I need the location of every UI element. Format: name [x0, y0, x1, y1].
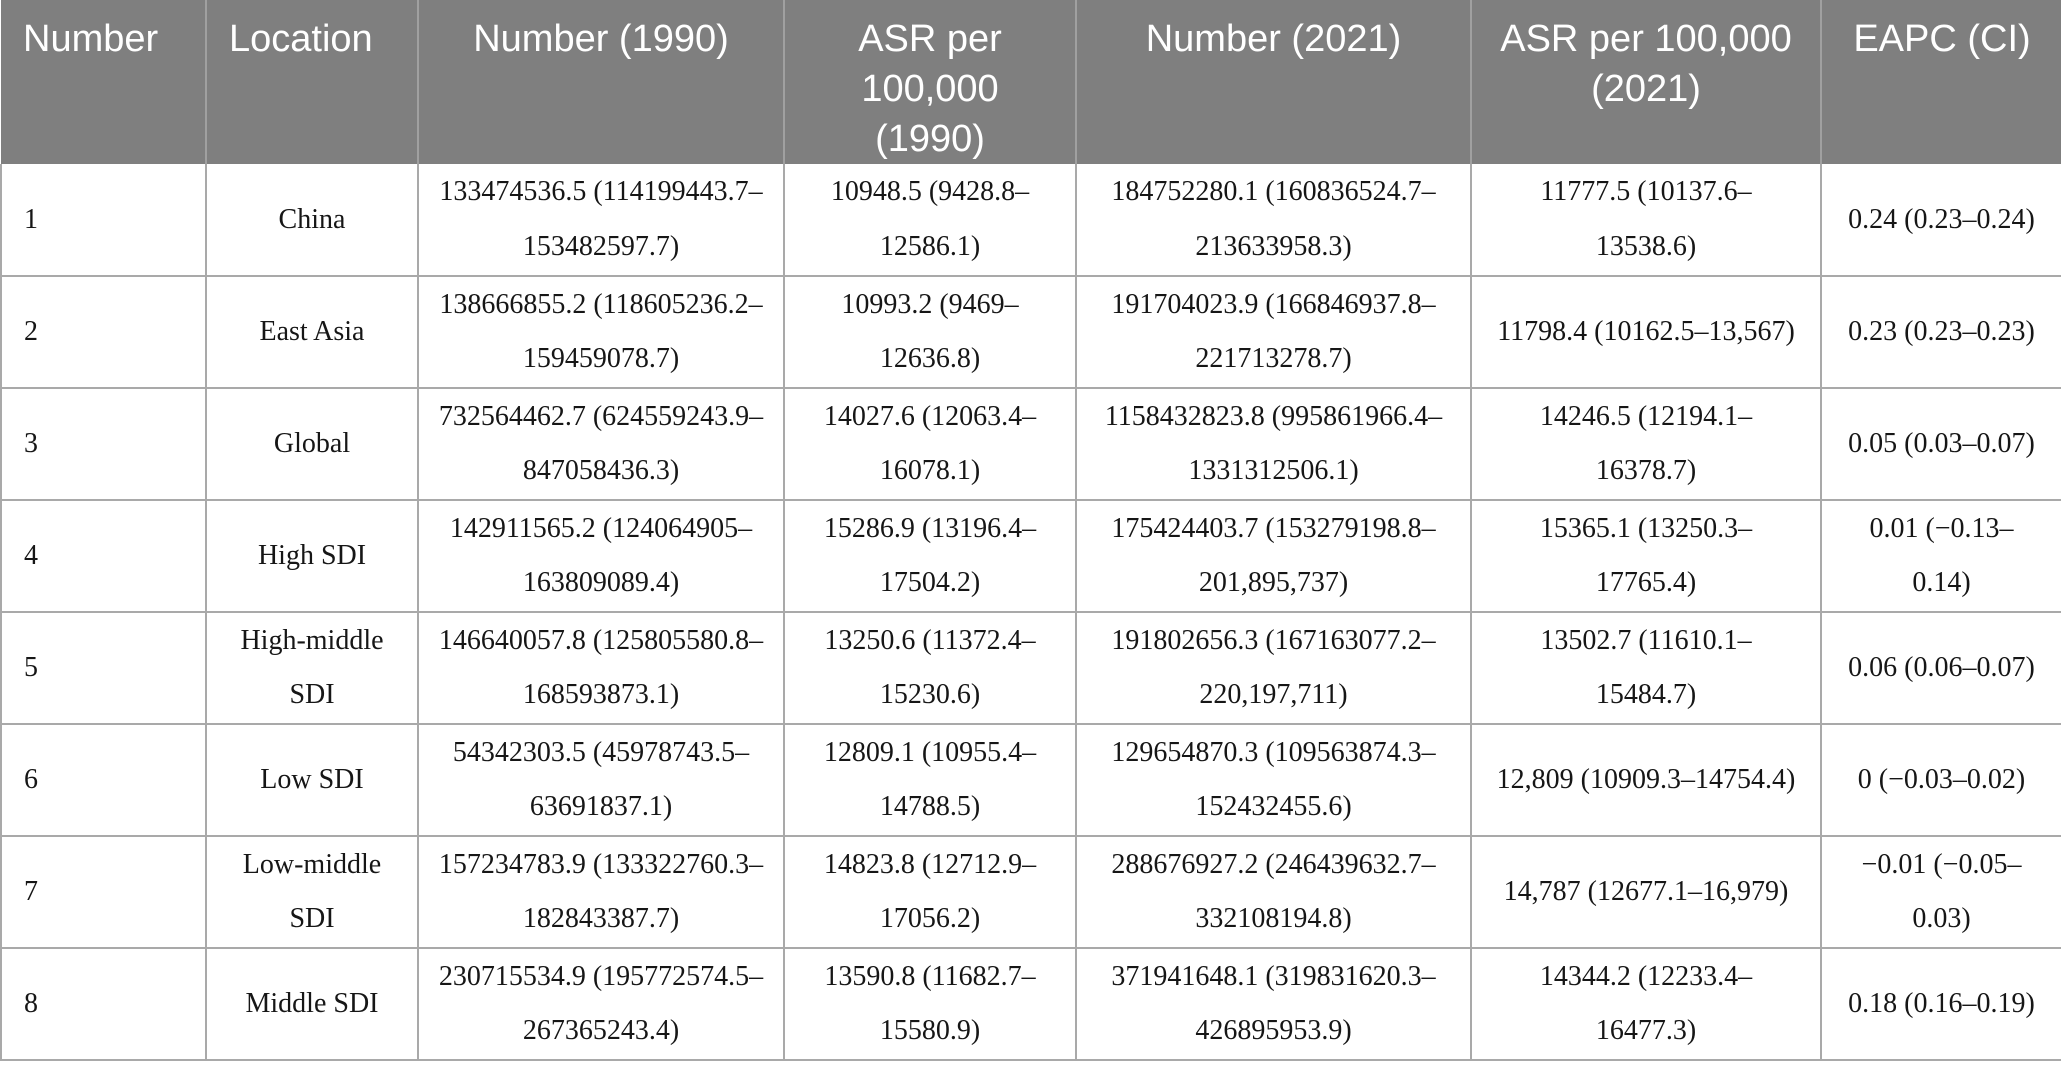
cell-eapc: 0.01 (−0.13–0.14) — [1820, 500, 2061, 614]
cell-asr-2021: 14246.5 (12194.1–16378.7) — [1470, 388, 1822, 502]
cell-eapc: −0.01 (−0.05–0.03) — [1820, 836, 2061, 950]
col-header-eapc: EAPC (CI) — [1820, 0, 2061, 165]
cell-eapc: 0.23 (0.23–0.23) — [1820, 276, 2061, 390]
cell-number-1990: 54342303.5 (45978743.5–63691837.1) — [417, 724, 785, 838]
col-header-number-2021: Number (2021) — [1075, 0, 1471, 165]
table-body: 1 China 133474536.5 (114199443.7–1534825… — [0, 164, 2061, 1062]
cell-number-2021: 191802656.3 (167163077.2–220,197,711) — [1075, 612, 1472, 726]
cell-asr-2021: 11777.5 (10137.6–13538.6) — [1470, 164, 1822, 278]
cell-number-2021: 175424403.7 (153279198.8–201,895,737) — [1075, 500, 1472, 614]
cell-asr-2021: 14,787 (12677.1–16,979) — [1470, 836, 1822, 950]
cell-asr-1990: 13590.8 (11682.7–15580.9) — [783, 948, 1077, 1062]
cell-asr-1990: 10948.5 (9428.8–12586.1) — [783, 164, 1077, 278]
cell-location: Middle SDI — [205, 948, 419, 1062]
table-row-high-sdi: 4 High SDI 142911565.2 (124064905–163809… — [0, 500, 2061, 614]
cell-number-1990: 138666855.2 (118605236.2–159459078.7) — [417, 276, 785, 390]
cell-asr-1990: 15286.9 (13196.4–17504.2) — [783, 500, 1077, 614]
cell-number-2021: 184752280.1 (160836524.7–213633958.3) — [1075, 164, 1472, 278]
cell-location: Low-middle SDI — [205, 836, 419, 950]
col-header-asr-2021: ASR per 100,000 (2021) — [1470, 0, 1821, 165]
cell-number-1990: 230715534.9 (195772574.5–267365243.4) — [417, 948, 785, 1062]
cell-asr-2021: 15365.1 (13250.3–17765.4) — [1470, 500, 1822, 614]
cell-eapc: 0.18 (0.16–0.19) — [1820, 948, 2061, 1062]
table-row-low-sdi: 6 Low SDI 54342303.5 (45978743.5–6369183… — [0, 724, 2061, 838]
cell-asr-2021: 12,809 (10909.3–14754.4) — [1470, 724, 1822, 838]
cell-asr-1990: 10993.2 (9469–12636.8) — [783, 276, 1077, 390]
col-header-number: Number — [1, 0, 206, 165]
cell-number: 7 — [0, 836, 207, 950]
cell-number: 8 — [0, 948, 207, 1062]
cell-asr-1990: 12809.1 (10955.4–14788.5) — [783, 724, 1077, 838]
cell-number: 1 — [0, 164, 207, 278]
cell-location: China — [205, 164, 419, 278]
cell-number-1990: 133474536.5 (114199443.7–153482597.7) — [417, 164, 785, 278]
col-header-location: Location — [205, 0, 418, 165]
cell-asr-2021: 11798.4 (10162.5–13,567) — [1470, 276, 1822, 390]
cell-eapc: 0.05 (0.03–0.07) — [1820, 388, 2061, 502]
cell-asr-2021: 13502.7 (11610.1–15484.7) — [1470, 612, 1822, 726]
table-row-east-asia: 2 East Asia 138666855.2 (118605236.2–159… — [0, 276, 2061, 390]
cell-number-2021: 129654870.3 (109563874.3–152432455.6) — [1075, 724, 1472, 838]
table-row-high-middle-sdi: 5 High-middle SDI 146640057.8 (125805580… — [0, 612, 2061, 726]
cell-number-1990: 732564462.7 (624559243.9–847058436.3) — [417, 388, 785, 502]
cell-number-2021: 371941648.1 (319831620.3–426895953.9) — [1075, 948, 1472, 1062]
cell-number-1990: 157234783.9 (133322760.3–182843387.7) — [417, 836, 785, 950]
cell-number: 4 — [0, 500, 207, 614]
table-row-global: 3 Global 732564462.7 (624559243.9–847058… — [0, 388, 2061, 502]
cell-location: High-middle SDI — [205, 612, 419, 726]
table-row-china: 1 China 133474536.5 (114199443.7–1534825… — [0, 164, 2061, 278]
cell-asr-1990: 14027.6 (12063.4–16078.1) — [783, 388, 1077, 502]
cell-eapc: 0.06 (0.06–0.07) — [1820, 612, 2061, 726]
cell-number: 5 — [0, 612, 207, 726]
cell-number: 2 — [0, 276, 207, 390]
table-header: Number Location Number (1990) ASR per 10… — [1, 0, 2061, 165]
cell-number-1990: 146640057.8 (125805580.8–168593873.1) — [417, 612, 785, 726]
cell-number: 6 — [0, 724, 207, 838]
cell-asr-2021: 14344.2 (12233.4–16477.3) — [1470, 948, 1822, 1062]
cell-location: Global — [205, 388, 419, 502]
cell-number-1990: 142911565.2 (124064905–163809089.4) — [417, 500, 785, 614]
cell-location: High SDI — [205, 500, 419, 614]
cell-location: Low SDI — [205, 724, 419, 838]
cell-eapc: 0.24 (0.23–0.24) — [1820, 164, 2061, 278]
table-row-middle-sdi: 8 Middle SDI 230715534.9 (195772574.5–26… — [0, 948, 2061, 1062]
header-row: Number Location Number (1990) ASR per 10… — [1, 0, 2061, 165]
table-row-low-middle-sdi: 7 Low-middle SDI 157234783.9 (133322760.… — [0, 836, 2061, 950]
cell-location: East Asia — [205, 276, 419, 390]
cell-number-2021: 1158432823.8 (995861966.4–1331312506.1) — [1075, 388, 1472, 502]
cell-asr-1990: 13250.6 (11372.4–15230.6) — [783, 612, 1077, 726]
cell-number: 3 — [0, 388, 207, 502]
cell-number-2021: 288676927.2 (246439632.7–332108194.8) — [1075, 836, 1472, 950]
cell-eapc: 0 (−0.03–0.02) — [1820, 724, 2061, 838]
cell-number-2021: 191704023.9 (166846937.8–221713278.7) — [1075, 276, 1472, 390]
col-header-asr-1990: ASR per 100,000 (1990) — [783, 0, 1076, 165]
col-header-number-1990: Number (1990) — [417, 0, 784, 165]
cell-asr-1990: 14823.8 (12712.9–17056.2) — [783, 836, 1077, 950]
